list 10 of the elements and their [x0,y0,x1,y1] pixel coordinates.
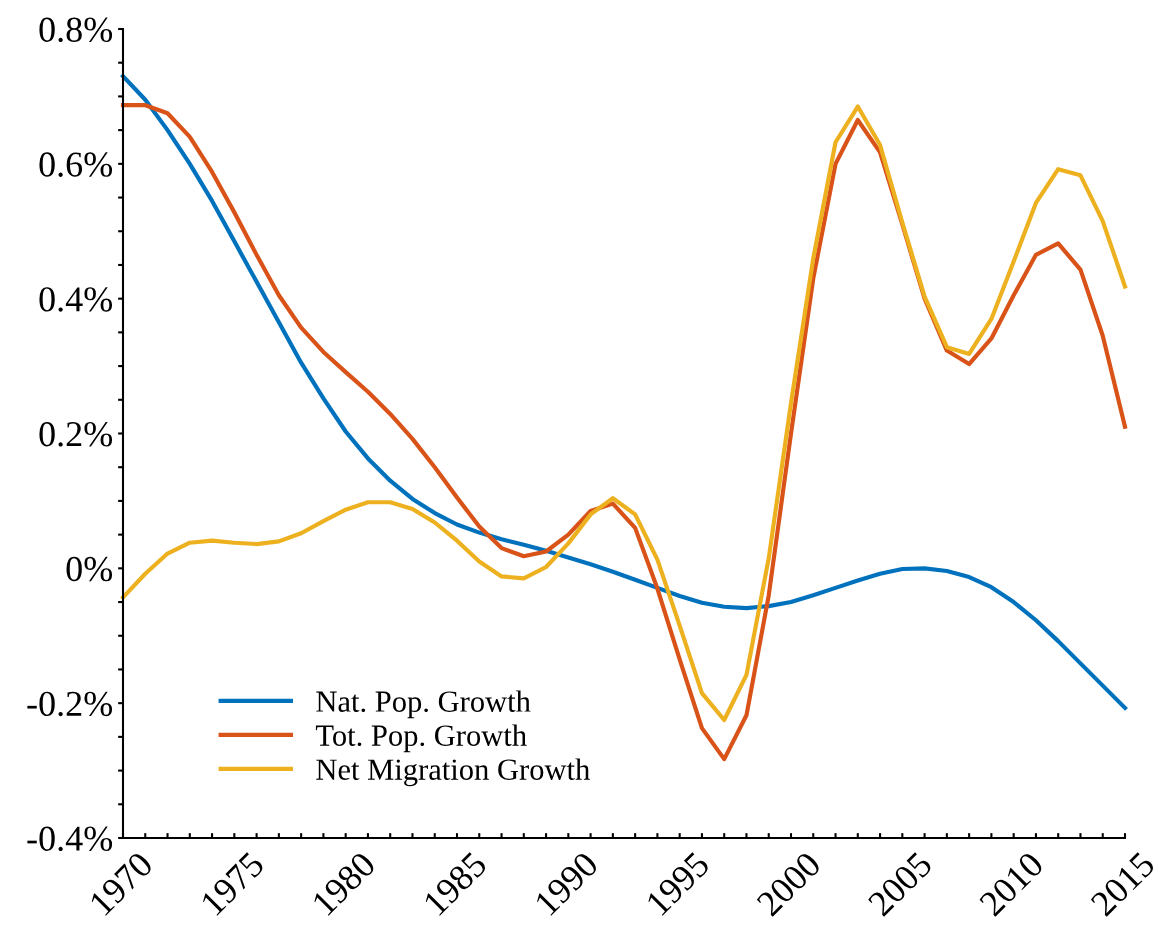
legend-label: Tot. Pop. Growth [315,724,527,753]
y-tick-label: 0.8% [39,17,113,43]
y-tick-label: -0.4% [27,826,113,852]
y-tick-label: 0% [66,556,113,582]
legend-label: Net Migration Growth [316,758,590,787]
y-tick-label: -0.2% [27,691,113,717]
y-tick-label: 0.4% [39,287,113,312]
y-tick-label: 0.6% [39,152,113,177]
legend-label: Nat. Pop. Growth [316,690,531,719]
y-tick-label: 0.2% [39,422,113,447]
